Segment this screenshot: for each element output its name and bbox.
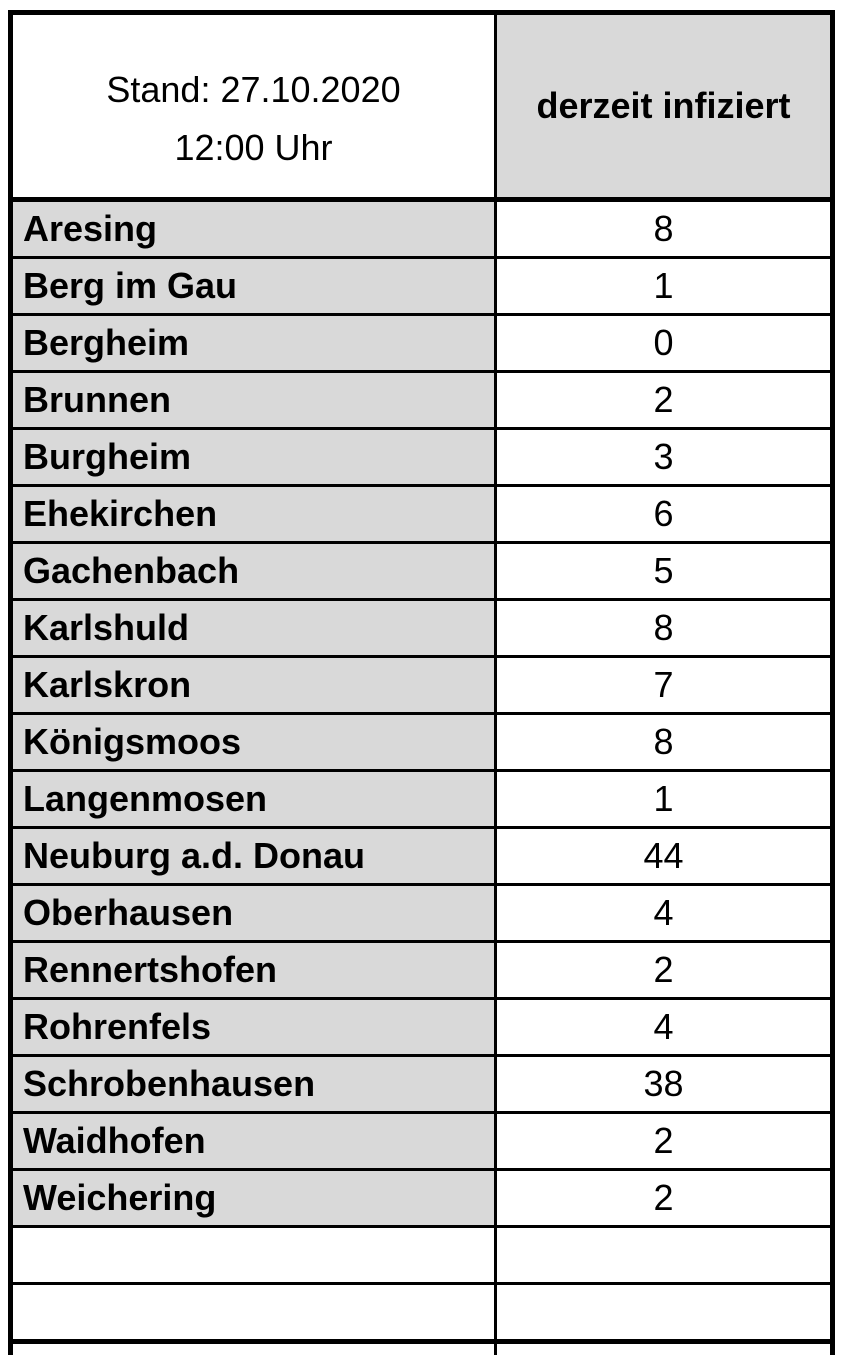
table-row: Berg im Gau 1 [9,256,834,316]
municipality-name: Oberhausen [9,883,497,943]
table-row: Waidhofen 2 [9,1111,834,1171]
municipality-name: Gachenbach [9,541,497,601]
infected-count: 38 [494,1054,834,1114]
infected-count: 8 [494,598,834,658]
infected-count: 2 [494,1111,834,1171]
infected-count: 8 [494,198,834,259]
municipality-name: Langenmosen [9,769,497,829]
municipality-name: Rohrenfels [9,997,497,1057]
header-date-cell: Stand: 27.10.2020 12:00 Uhr [9,11,497,202]
table-header-row: Stand: 27.10.2020 12:00 Uhr derzeit infi… [9,11,834,202]
empty-cell [494,1225,834,1285]
infected-count: 1 [494,256,834,316]
infected-count: 5 [494,541,834,601]
summary-label: Summe [9,1339,497,1355]
municipality-name: Waidhofen [9,1111,497,1171]
infected-count: 0 [494,313,834,373]
infected-count: 2 [494,940,834,1000]
municipality-name: Königsmoos [9,712,497,772]
table-row: Bergheim 0 [9,313,834,373]
infected-count: 8 [494,712,834,772]
municipality-name: Weichering [9,1168,497,1228]
summary-row: Summe 145 [9,1339,834,1355]
header-date-line1: Stand: 27.10.2020 [106,68,401,110]
municipality-name: Karlskron [9,655,497,715]
table-row: Neuburg a.d. Donau 44 [9,826,834,886]
table-row: Aresing 8 [9,198,834,259]
infected-count: 4 [494,997,834,1057]
infected-count: 4 [494,883,834,943]
infected-count: 6 [494,484,834,544]
municipality-name: Aresing [9,198,497,259]
table-row: Oberhausen 4 [9,883,834,943]
empty-cell [9,1282,497,1343]
municipality-name: Brunnen [9,370,497,430]
table-row: Burgheim 3 [9,427,834,487]
municipality-name: Bergheim [9,313,497,373]
table-row: Gachenbach 5 [9,541,834,601]
table-row: Rohrenfels 4 [9,997,834,1057]
table-row: Rennertshofen 2 [9,940,834,1000]
municipality-name: Burgheim [9,427,497,487]
infected-count: 2 [494,1168,834,1228]
infection-table: Stand: 27.10.2020 12:00 Uhr derzeit infi… [8,10,835,1355]
empty-row [9,1282,834,1343]
infected-count: 7 [494,655,834,715]
empty-row [9,1225,834,1285]
table-row: Schrobenhausen 38 [9,1054,834,1114]
table-row: Königsmoos 8 [9,712,834,772]
municipality-name: Schrobenhausen [9,1054,497,1114]
table-row: Karlskron 7 [9,655,834,715]
municipality-name: Karlshuld [9,598,497,658]
municipality-name: Neuburg a.d. Donau [9,826,497,886]
table-row: Karlshuld 8 [9,598,834,658]
header-column-title: derzeit infiziert [494,11,834,202]
municipality-name: Berg im Gau [9,256,497,316]
infected-count: 2 [494,370,834,430]
empty-cell [9,1225,497,1285]
table-row: Langenmosen 1 [9,769,834,829]
empty-cell [494,1282,834,1343]
infected-count: 3 [494,427,834,487]
table-row: Ehekirchen 6 [9,484,834,544]
municipality-name: Ehekirchen [9,484,497,544]
table-row: Weichering 2 [9,1168,834,1228]
summary-value: 145 [494,1339,834,1355]
infected-count: 44 [494,826,834,886]
municipality-name: Rennertshofen [9,940,497,1000]
infected-count: 1 [494,769,834,829]
header-date-line2: 12:00 Uhr [174,126,333,168]
table-row: Brunnen 2 [9,370,834,430]
